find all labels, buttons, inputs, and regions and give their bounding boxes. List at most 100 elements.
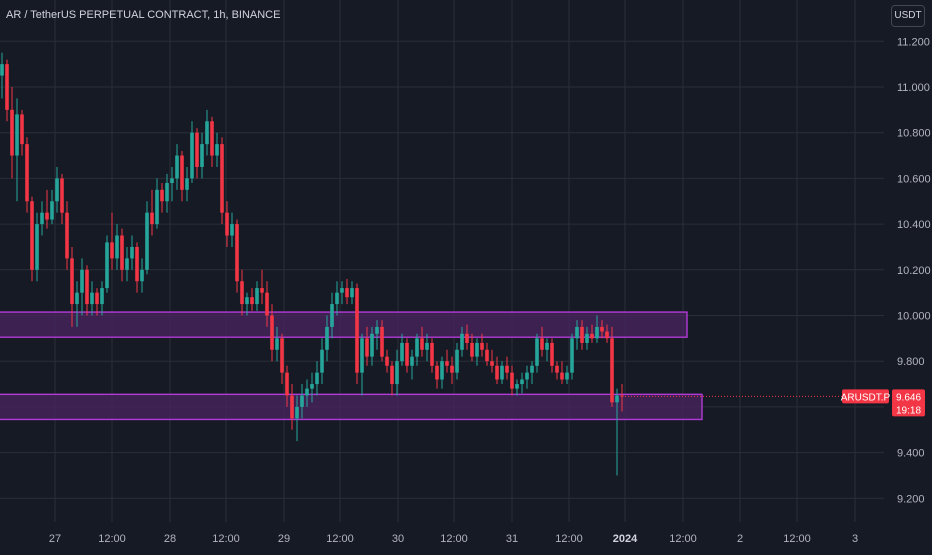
candle-body <box>180 155 184 190</box>
candle-body <box>460 333 464 350</box>
candle-body <box>405 342 409 366</box>
x-tick-label: 29 <box>278 533 290 545</box>
x-tick-label: 2 <box>737 533 743 545</box>
candle-body <box>580 326 584 343</box>
candle-body <box>45 212 49 220</box>
candle-body <box>240 281 244 305</box>
candle-body <box>265 292 269 316</box>
x-tick-label: 12:00 <box>669 533 697 545</box>
candle-body <box>360 338 364 373</box>
candle-body <box>30 201 34 270</box>
y-tick-label: 10.600 <box>897 173 931 185</box>
candle-body <box>230 224 234 236</box>
price-tag-countdown: 19:18 <box>896 405 921 416</box>
candle-body <box>555 365 559 373</box>
candle-body <box>390 365 394 385</box>
candle-body <box>490 361 494 366</box>
candle-body <box>320 349 324 373</box>
y-tick-label: 9.200 <box>897 493 925 505</box>
candle-body <box>170 178 174 183</box>
x-tick-label: 3 <box>852 533 858 545</box>
candle-body <box>100 288 104 305</box>
candle-body <box>440 361 444 380</box>
candle-body <box>160 189 164 202</box>
y-tick-label: 9.400 <box>897 448 925 460</box>
candle-body <box>185 178 189 190</box>
candle-body <box>505 365 509 373</box>
candle-body <box>220 144 224 213</box>
candle-body <box>10 109 14 156</box>
x-tick-label: 28 <box>164 533 176 545</box>
price-tag-symbol: ARUSDT.P <box>841 392 891 403</box>
candle-body <box>290 395 294 419</box>
candle-body <box>575 326 579 339</box>
axes: 11.200 11.000 10.800 10.600 10.400 10.200 10.0… <box>49 36 931 545</box>
candle-body <box>255 288 259 305</box>
candle-body <box>495 365 499 380</box>
candle-body <box>315 372 319 385</box>
candle-body <box>105 242 109 289</box>
candle-body <box>5 64 9 110</box>
y-tick-label: 11.000 <box>897 82 930 94</box>
candle-body <box>280 338 284 373</box>
y-tick-label: 9.800 <box>897 356 925 368</box>
candle-body <box>565 372 569 380</box>
candle-body <box>600 326 604 332</box>
candle-body <box>475 342 479 357</box>
candle-body <box>530 365 534 373</box>
candle-body <box>20 114 24 145</box>
candle-body <box>50 201 54 220</box>
candles <box>0 52 884 476</box>
candle-body <box>480 342 484 350</box>
candle-body <box>610 338 614 403</box>
candle-body <box>585 333 589 343</box>
x-tick-label: 2024 <box>613 533 638 545</box>
candle-body <box>205 121 209 145</box>
candle-body <box>200 144 204 167</box>
candle-body <box>355 288 359 373</box>
x-tick-label: 31 <box>506 533 518 545</box>
x-tick-label: 12:00 <box>555 533 583 545</box>
candle-body <box>245 297 249 305</box>
x-tick-label: 12:00 <box>98 533 126 545</box>
x-tick-label: 30 <box>392 533 404 545</box>
candle-body <box>450 365 454 373</box>
candle-body <box>150 212 154 225</box>
candle-body <box>195 132 199 167</box>
candle-body <box>90 292 94 305</box>
candle-body <box>430 342 434 366</box>
candle-body <box>570 338 574 373</box>
candle-body <box>85 269 89 305</box>
candle-body <box>375 326 379 334</box>
y-tick-label: 10.400 <box>897 219 931 231</box>
currency-button[interactable]: USDT <box>891 5 925 27</box>
x-tick-label: 12:00 <box>212 533 240 545</box>
candle-body <box>260 288 264 293</box>
candle-body <box>605 331 609 339</box>
price-tag: ARUSDT.P 9.646 19:18 <box>841 389 925 417</box>
price-tag-value-bg <box>892 389 925 417</box>
candle-body <box>70 258 74 305</box>
candle-body <box>500 365 504 380</box>
chart-title: AR / TetherUS PERPETUAL CONTRACT, 1h, BI… <box>6 9 281 21</box>
candle-body <box>65 212 69 259</box>
candle-body <box>0 64 4 76</box>
candle-body <box>465 333 469 343</box>
x-tick-label: 12:00 <box>326 533 354 545</box>
candle-body <box>385 356 389 366</box>
grid <box>0 0 884 522</box>
candle-body <box>225 212 229 236</box>
candle-body <box>330 304 334 327</box>
candle-body <box>60 178 64 213</box>
candle-body <box>140 269 144 282</box>
y-tick-label: 10.200 <box>897 265 931 277</box>
candle-body <box>615 395 619 403</box>
candle-body <box>130 246 134 259</box>
candle-body <box>35 224 39 270</box>
candle-body <box>380 326 384 357</box>
zones <box>0 311 703 421</box>
candle-body <box>295 406 299 419</box>
candle-body <box>210 121 214 156</box>
